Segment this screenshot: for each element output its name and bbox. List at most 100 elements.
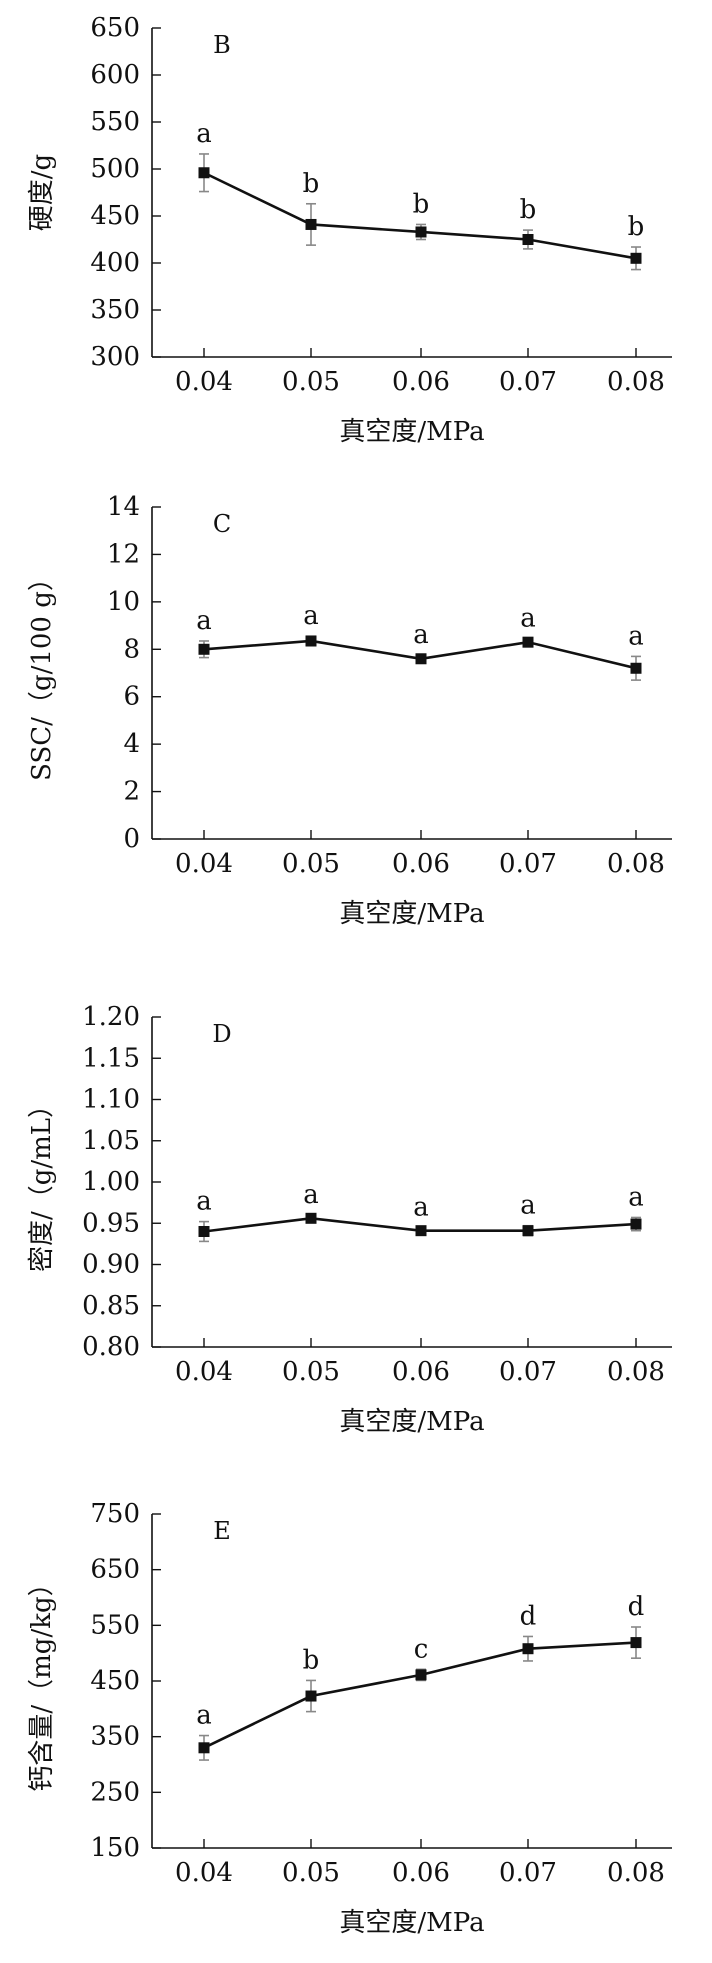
significance-label: a — [303, 601, 319, 631]
x-tick-label: 0.07 — [499, 1858, 557, 1888]
significance-label: a — [196, 1701, 212, 1731]
data-point — [415, 653, 427, 665]
significance-label: c — [414, 1634, 429, 1664]
x-tick-label: 0.08 — [607, 1858, 665, 1888]
y-tick-label: 0.90 — [82, 1250, 140, 1280]
data-point — [522, 1225, 534, 1237]
data-point — [415, 1669, 427, 1681]
y-axis-title: 密度/（g/mL） — [27, 1092, 57, 1272]
significance-label: b — [303, 1645, 320, 1675]
y-axis-title: 硬度/g — [27, 154, 57, 231]
x-tick-label: 0.05 — [282, 367, 340, 397]
data-point — [198, 167, 210, 179]
y-tick-label: 1.05 — [82, 1126, 140, 1156]
x-tick-label: 0.04 — [175, 849, 233, 879]
y-tick-label: 300 — [90, 342, 140, 372]
significance-label: b — [303, 169, 320, 199]
x-tick-label: 0.05 — [282, 1357, 340, 1387]
y-tick-label: 550 — [90, 1610, 140, 1640]
y-tick-label: 600 — [90, 60, 140, 90]
data-point — [415, 1225, 427, 1237]
data-point — [198, 1226, 210, 1237]
panel-label: C — [213, 510, 231, 538]
significance-label: d — [628, 1592, 645, 1622]
significance-label: a — [628, 621, 644, 651]
y-tick-label: 8 — [123, 634, 140, 664]
y-tick-label: 10 — [107, 587, 140, 617]
y-axis-title: 钙含量/（mg/kg） — [27, 1570, 57, 1791]
significance-label: b — [520, 195, 537, 225]
y-tick-label: 0.85 — [82, 1291, 140, 1321]
x-tick-label: 0.06 — [392, 367, 450, 397]
y-tick-label: 14 — [107, 492, 140, 522]
y-tick-label: 12 — [107, 539, 140, 569]
y-tick-label: 550 — [90, 107, 140, 137]
significance-label: b — [628, 212, 645, 242]
y-axis-title: SSC/（g/100 g） — [27, 565, 57, 781]
significance-label: d — [520, 1601, 537, 1631]
x-tick-label: 0.04 — [175, 1858, 233, 1888]
panel-label: E — [213, 1517, 231, 1545]
x-tick-label: 0.06 — [392, 1357, 450, 1387]
y-tick-label: 650 — [90, 1555, 140, 1585]
y-tick-label: 500 — [90, 154, 140, 184]
y-tick-label: 1.10 — [82, 1085, 140, 1115]
data-point — [522, 234, 534, 245]
density-chart: 0.80 0.85 0.90 0.95 1.00 1.05 1.10 1.15 1.20 0.04… — [27, 1002, 672, 1437]
y-tick-label: 1.15 — [82, 1043, 140, 1073]
data-point — [522, 636, 534, 648]
data-point — [415, 226, 427, 238]
y-tick-label: 6 — [123, 682, 140, 712]
significance-label: a — [413, 620, 429, 650]
y-tick-label: 1.20 — [82, 1002, 140, 1032]
x-tick-label: 0.07 — [499, 849, 557, 879]
data-point — [305, 635, 317, 647]
x-axis-title: 真空度/MPa — [339, 417, 484, 447]
y-tick-label: 450 — [90, 201, 140, 231]
data-point — [630, 1218, 642, 1230]
y-tick-label: 750 — [90, 1499, 140, 1529]
x-tick-label: 0.08 — [607, 1357, 665, 1387]
significance-label: a — [196, 119, 212, 149]
y-tick-label: 350 — [90, 295, 140, 325]
data-point — [522, 1643, 534, 1655]
y-tick-label: 350 — [90, 1722, 140, 1752]
ssc-chart: 0 2 4 6 8 10 12 14 0.04 0.05 0.06 0.07 0.08 真空度/MPa SS… — [27, 492, 672, 929]
data-point — [198, 643, 210, 655]
data-point — [630, 662, 642, 674]
y-tick-label: 150 — [90, 1833, 140, 1863]
x-tick-label: 0.04 — [175, 367, 233, 397]
data-point — [305, 1212, 317, 1224]
x-tick-label: 0.04 — [175, 1357, 233, 1387]
x-axis-title: 真空度/MPa — [339, 1407, 484, 1437]
hardness-chart: 300 350 400 450 500 550 600 650 0.04 0.05 0.06 0.07… — [27, 13, 672, 447]
x-axis-title: 真空度/MPa — [339, 899, 484, 929]
significance-label: a — [196, 1187, 212, 1217]
significance-label: b — [413, 189, 430, 219]
data-point — [305, 1690, 317, 1702]
significance-label: a — [196, 606, 212, 636]
x-tick-label: 0.07 — [499, 367, 557, 397]
y-tick-label: 0 — [123, 824, 140, 854]
y-tick-label: 2 — [123, 777, 140, 807]
y-tick-label: 0.95 — [82, 1208, 140, 1238]
x-tick-label: 0.07 — [499, 1357, 557, 1387]
x-axis-title: 真空度/MPa — [339, 1908, 484, 1938]
significance-label: a — [303, 1180, 319, 1210]
data-point — [198, 1742, 210, 1754]
significance-label: a — [628, 1182, 644, 1212]
x-tick-label: 0.08 — [607, 367, 665, 397]
data-point — [305, 218, 317, 230]
y-tick-label: 1.00 — [82, 1167, 140, 1197]
x-tick-label: 0.05 — [282, 1858, 340, 1888]
significance-label: a — [520, 1191, 536, 1221]
panel-label: D — [212, 1020, 231, 1048]
y-tick-label: 650 — [90, 13, 140, 43]
panel-label: B — [213, 31, 231, 59]
calcium-chart: 150 250 350 450 550 650 750 0.04 0.05 0.06 0.07 0.0… — [27, 1499, 672, 1938]
data-point — [630, 252, 642, 264]
significance-label: a — [413, 1192, 429, 1222]
x-tick-label: 0.08 — [607, 849, 665, 879]
y-tick-label: 400 — [90, 248, 140, 278]
x-tick-label: 0.05 — [282, 849, 340, 879]
